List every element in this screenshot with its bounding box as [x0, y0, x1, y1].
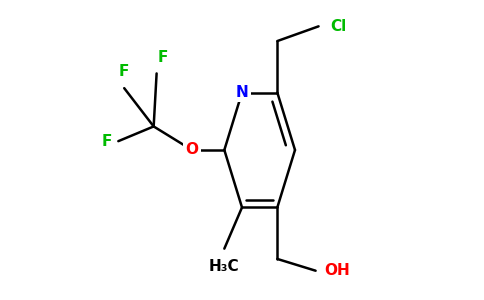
Text: N: N [236, 85, 248, 100]
Text: O: O [185, 142, 198, 158]
Text: OH: OH [324, 263, 350, 278]
Text: Cl: Cl [331, 19, 347, 34]
Text: H₃C: H₃C [209, 259, 240, 274]
Text: F: F [119, 64, 129, 79]
Text: F: F [157, 50, 167, 64]
Text: F: F [102, 134, 112, 149]
